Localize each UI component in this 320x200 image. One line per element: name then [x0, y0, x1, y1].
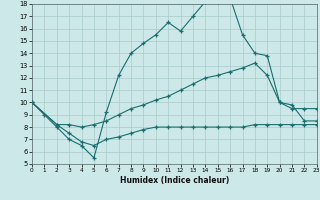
X-axis label: Humidex (Indice chaleur): Humidex (Indice chaleur)	[120, 176, 229, 185]
